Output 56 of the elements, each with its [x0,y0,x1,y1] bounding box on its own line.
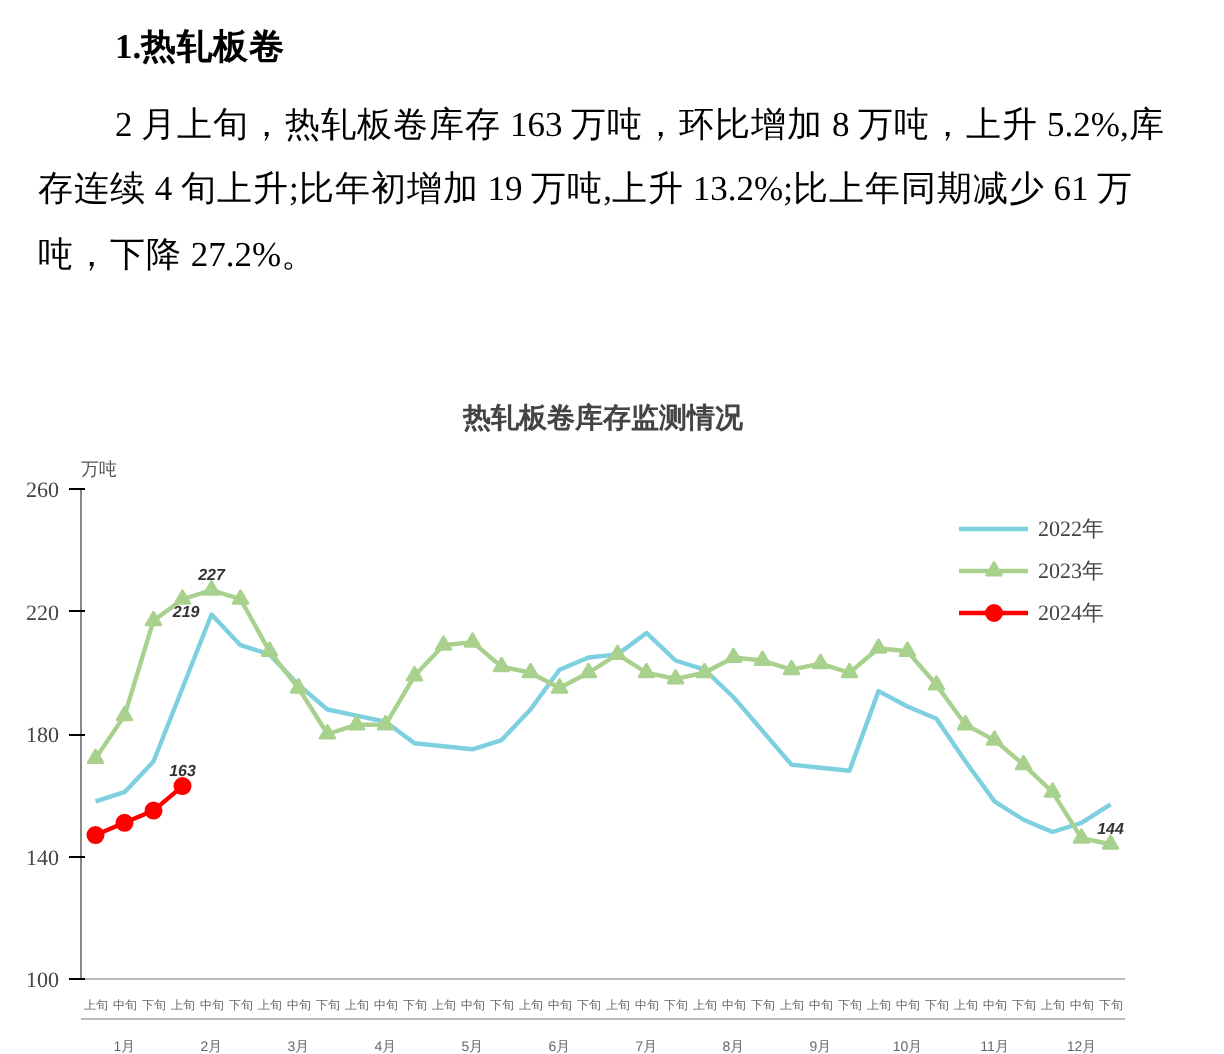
point [463,631,482,648]
y-axis-title: 万吨 [81,459,117,479]
point [1014,754,1033,771]
point [695,662,714,679]
y-tick-label: 220 [26,601,60,626]
point [231,589,250,605]
y-tick-label: 140 [26,846,60,871]
y-tick-label: 180 [26,724,60,748]
point [898,641,917,657]
chart-title: 热轧板卷库存监测情况 [461,401,745,435]
point [1043,781,1062,798]
point [86,826,105,845]
point [405,665,424,682]
point [318,723,337,740]
data-label: 163 [169,762,197,781]
data-label: 227 [196,566,226,585]
legend-label: 2024年 [1038,599,1104,627]
y-tick-label: 100 [26,969,60,993]
point [144,610,163,627]
data-label: 219 [170,602,201,621]
point [202,579,221,596]
point [115,813,134,832]
point [927,674,946,691]
data-label: 144 [1097,820,1125,839]
point [869,638,888,654]
text: 2 月上旬，热轧板卷库存 163 万吨，环比增加 8 万吨，上升 5.2%,库存连续 4 旬上升;比年初增加 19 万吨,上升 13.2%;比上年同期减少 61 万吨，下降 27.2%。 [38,102,1167,278]
point [724,647,743,664]
point [550,677,569,694]
point [289,677,308,694]
point [579,662,598,679]
point [637,662,656,679]
point [115,705,134,722]
text: 1.热轧板卷 [113,24,288,70]
y-tick-label: 260 [26,479,60,503]
point [260,641,279,657]
point [1072,827,1091,844]
legend-label: 2023年 [1038,557,1104,585]
point [347,714,366,731]
point [666,668,685,685]
point [173,777,192,796]
point [173,589,192,605]
point [956,714,975,731]
point [753,650,772,667]
point [1101,834,1120,850]
legend-label: 2022年 [1038,515,1104,543]
point [521,662,540,679]
point [811,653,830,670]
point [608,644,627,660]
point [434,634,453,651]
point [985,729,1004,746]
point [782,659,801,676]
point [492,656,511,673]
point [840,662,859,679]
point [144,801,163,820]
point [86,748,105,765]
point [376,714,395,731]
